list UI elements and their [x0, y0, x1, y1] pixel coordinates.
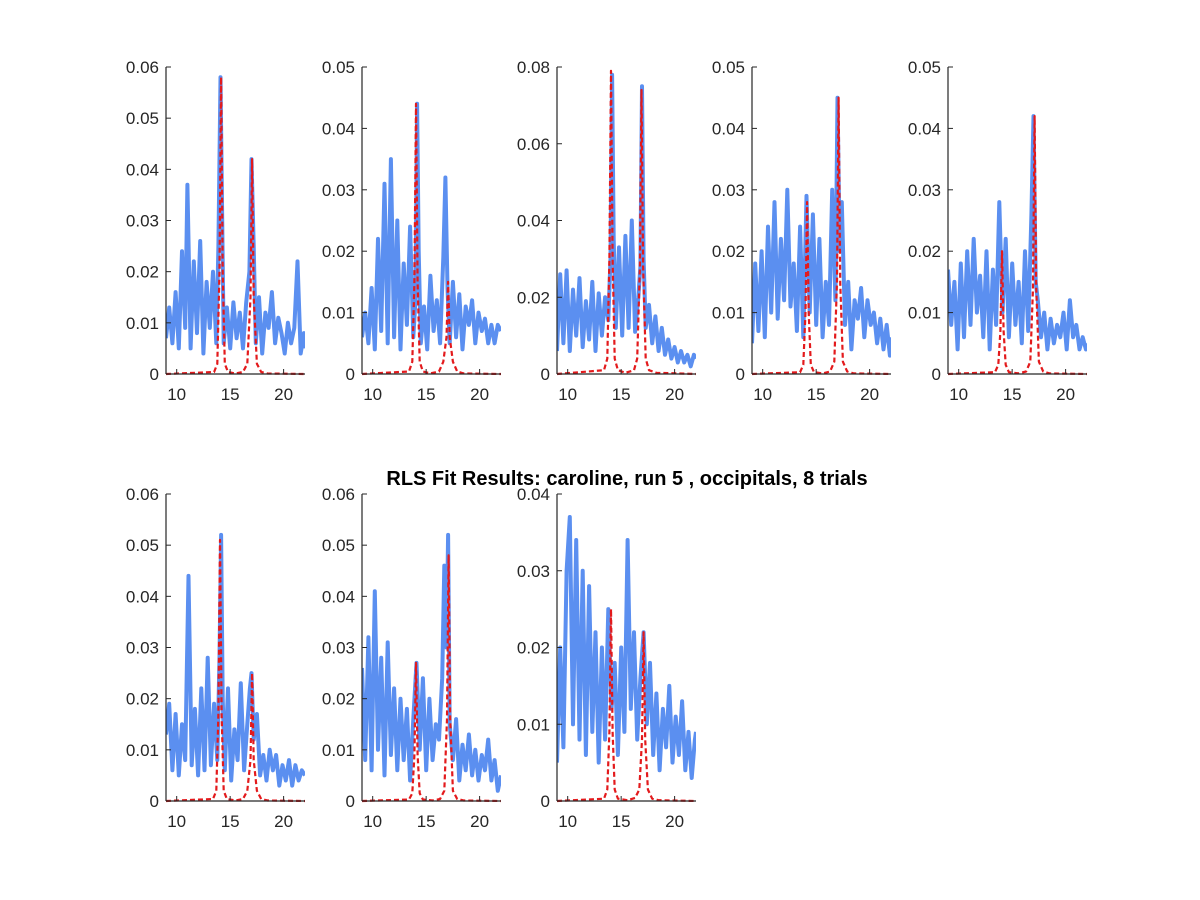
x-tick-label: 20: [665, 812, 684, 831]
y-tick-label: 0.04: [908, 119, 941, 138]
x-tick-label: 20: [470, 385, 489, 404]
y-tick-label: 0.01: [126, 314, 159, 333]
y-tick-label: 0.02: [322, 242, 355, 261]
x-tick-label: 10: [949, 385, 968, 404]
x-tick-label: 20: [274, 812, 293, 831]
y-tick-label: 0: [346, 792, 355, 811]
y-tick-label: 0.08: [517, 58, 550, 77]
y-tick-label: 0.01: [322, 741, 355, 760]
y-tick-label: 0.06: [322, 485, 355, 504]
y-tick-label: 0.03: [322, 181, 355, 200]
y-tick-label: 0: [932, 365, 941, 384]
x-tick-label: 15: [221, 812, 240, 831]
y-tick-label: 0.04: [126, 587, 159, 606]
y-tick-label: 0.02: [517, 288, 550, 307]
figure-title: RLS Fit Results: caroline, run 5 , occip…: [386, 468, 867, 490]
x-tick-label: 15: [417, 812, 436, 831]
spectrum-line-1: [166, 75, 305, 356]
subplot-6: 0 0.01 0.02 0.03 0.04 0.05 0.06 10 15 20: [126, 485, 305, 831]
spectrum-line-4: [752, 95, 891, 358]
subplot-7: 0 0.01 0.02 0.03 0.04 0.05 0.06 10 15 20: [322, 485, 501, 831]
spectrum-line-3: [557, 72, 696, 369]
fit-line-8: [557, 607, 696, 803]
y-tick-label: 0.04: [712, 119, 745, 138]
x-tick-label: 10: [363, 385, 382, 404]
spectrum-line-7: [362, 532, 501, 793]
y-tick-label: 0.05: [712, 58, 745, 77]
x-tick-label: 20: [274, 385, 293, 404]
x-tick-label: 15: [221, 385, 240, 404]
spectrum-line-6: [166, 532, 305, 788]
x-tick-label: 15: [612, 385, 631, 404]
x-tick-label: 20: [470, 812, 489, 831]
x-tick-label: 20: [1056, 385, 1075, 404]
y-tick-label: 0.05: [126, 109, 159, 128]
y-tick-label: 0.05: [322, 58, 355, 77]
subplot-8: 0 0.01 0.02 0.03 0.04 10 15 20: [517, 485, 696, 831]
x-tick-label: 20: [665, 385, 684, 404]
y-tick-label: 0.02: [126, 263, 159, 282]
y-tick-label: 0.02: [126, 690, 159, 709]
fit-line-5: [948, 114, 1087, 376]
y-tick-label: 0.04: [517, 212, 550, 231]
y-tick-label: 0.01: [322, 304, 355, 323]
x-tick-label: 10: [167, 812, 186, 831]
y-tick-label: 0.05: [322, 536, 355, 555]
x-tick-label: 15: [612, 812, 631, 831]
y-tick-label: 0.05: [126, 536, 159, 555]
y-tick-label: 0.03: [712, 181, 745, 200]
subplot-5: 0 0.01 0.02 0.03 0.04 0.05 10 15 20: [908, 58, 1087, 404]
y-tick-label: 0.04: [322, 587, 355, 606]
y-tick-label: 0.05: [908, 58, 941, 77]
y-tick-label: 0.02: [517, 639, 550, 658]
y-tick-label: 0: [150, 365, 159, 384]
x-tick-label: 10: [558, 385, 577, 404]
y-tick-label: 0: [541, 792, 550, 811]
y-tick-label: 0.04: [126, 160, 159, 179]
x-tick-label: 10: [167, 385, 186, 404]
x-tick-label: 10: [753, 385, 772, 404]
y-tick-label: 0.06: [517, 135, 550, 154]
x-tick-label: 20: [860, 385, 879, 404]
x-tick-label: 10: [558, 812, 577, 831]
y-tick-label: 0.06: [126, 58, 159, 77]
y-tick-label: 0.02: [322, 690, 355, 709]
subplot-2: 0 0.01 0.02 0.03 0.04 0.05 10 15 20: [322, 58, 501, 404]
x-tick-label: 15: [417, 385, 436, 404]
fit-line-2: [362, 102, 501, 376]
y-tick-label: 0.04: [517, 485, 550, 504]
fit-line-6: [166, 538, 305, 803]
y-tick-label: 0.03: [908, 181, 941, 200]
y-tick-label: 0.01: [908, 304, 941, 323]
fit-line-1: [166, 76, 305, 376]
y-tick-label: 0: [736, 365, 745, 384]
subplots-group: 0 0.01 0.02 0.03 0.04 0.05 0.06 10 15 20 0 0.01 0.02…: [126, 58, 1087, 831]
fit-line-4: [752, 96, 891, 376]
y-tick-label: 0: [346, 365, 355, 384]
spectrum-line-5: [948, 114, 1087, 352]
y-tick-label: 0.03: [126, 639, 159, 658]
y-tick-label: 0: [541, 365, 550, 384]
spectrum-line-2: [362, 101, 501, 352]
y-tick-label: 0.06: [126, 485, 159, 504]
fit-line-3: [557, 69, 696, 376]
subplot-1: 0 0.01 0.02 0.03 0.04 0.05 0.06 10 15 20: [126, 58, 305, 404]
x-tick-label: 15: [807, 385, 826, 404]
x-tick-label: 15: [1003, 385, 1022, 404]
subplot-4: 0 0.01 0.02 0.03 0.04 0.05 10 15 20: [712, 58, 891, 404]
y-tick-label: 0.02: [908, 242, 941, 261]
y-tick-label: 0: [150, 792, 159, 811]
subplot-3: 0 0.02 0.04 0.06 0.08 10 15 20: [517, 58, 696, 404]
y-tick-label: 0.03: [126, 212, 159, 231]
y-tick-label: 0.02: [712, 242, 745, 261]
y-tick-label: 0.01: [517, 715, 550, 734]
y-tick-label: 0.01: [712, 304, 745, 323]
spectrum-line-8: [557, 515, 696, 780]
y-tick-label: 0.04: [322, 119, 355, 138]
y-tick-label: 0.03: [517, 562, 550, 581]
y-tick-label: 0.03: [322, 639, 355, 658]
y-tick-label: 0.01: [126, 741, 159, 760]
x-tick-label: 10: [363, 812, 382, 831]
